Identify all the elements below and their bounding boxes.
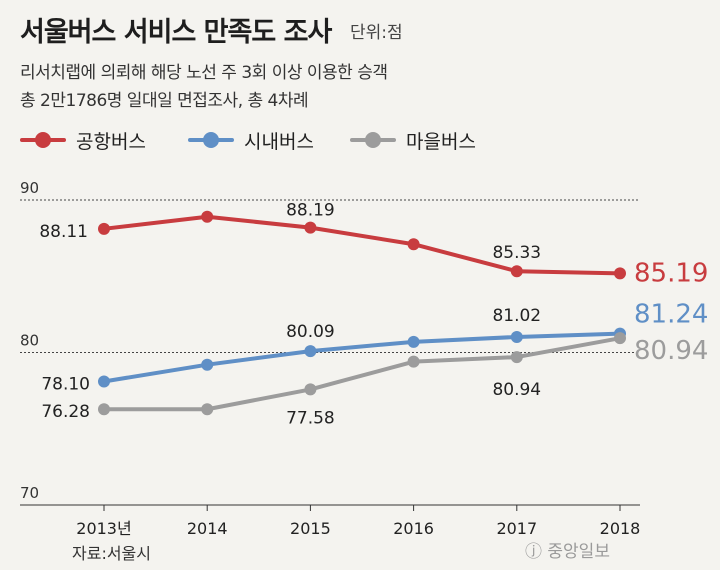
series-line-2 xyxy=(102,336,622,412)
data-label-s0-5: 85.19 xyxy=(634,258,708,288)
legend-dot-city-bus xyxy=(203,132,219,148)
logo-text: 중앙일보 xyxy=(547,542,610,562)
legend-label-village-bus: 마을버스 xyxy=(406,131,476,153)
data-point-s0-0 xyxy=(98,222,110,235)
data-point-s2-4 xyxy=(510,351,523,364)
series-line-1 xyxy=(102,331,622,384)
data-point-s2-0 xyxy=(98,403,110,416)
data-label-s2-0: 76.28 xyxy=(41,402,90,422)
x-tick-label-0: 2013년 xyxy=(76,519,131,538)
data-point-s1-2 xyxy=(304,345,317,358)
data-point-s1-1 xyxy=(201,358,214,371)
data-label-s2-4: 80.94 xyxy=(492,380,541,400)
data-point-s1-3 xyxy=(407,335,420,348)
x-tick-label-5: 2018 xyxy=(600,519,641,538)
data-point-s1-0 xyxy=(98,375,110,388)
data-label-s0-0: 88.11 xyxy=(39,222,88,242)
data-label-s1-5: 81.24 xyxy=(634,300,708,330)
publisher-logo: ⓙ 중앙일보 xyxy=(525,537,610,562)
data-point-s2-3 xyxy=(407,355,420,368)
x-tick-label-2: 2015 xyxy=(290,519,331,538)
data-point-s0-3 xyxy=(407,238,420,251)
data-point-s2-2 xyxy=(304,383,317,396)
y-tick-label-90: 90 xyxy=(20,179,39,197)
logo-mark-icon: ⓙ xyxy=(525,542,542,562)
x-tick-label-4: 2017 xyxy=(496,519,537,538)
data-point-s2-1 xyxy=(201,403,214,416)
y-tick-label-80: 80 xyxy=(20,332,39,350)
subtitle-line-2: 총 2만1786명 일대일 면접조사, 총 4차례 xyxy=(20,91,309,111)
x-tick-label-1: 2014 xyxy=(187,519,228,538)
source-note: 자료:서울시 xyxy=(72,544,151,563)
data-label-s0-4: 85.33 xyxy=(492,243,541,263)
data-label-s1-4: 81.02 xyxy=(492,306,541,326)
x-tick-label-3: 2016 xyxy=(393,519,434,538)
legend-label-airport-bus: 공항버스 xyxy=(76,131,146,153)
page-title: 서울버스 서비스 만족도 조사 xyxy=(20,17,332,48)
y-tick-label-70: 70 xyxy=(20,484,39,502)
series-line-0 xyxy=(102,214,622,276)
legend-dot-village-bus xyxy=(365,132,381,148)
data-label-s1-2: 80.09 xyxy=(286,322,335,342)
data-point-s0-5 xyxy=(614,267,626,280)
data-label-s2-5: 80.94 xyxy=(634,336,708,366)
data-point-s0-4 xyxy=(510,265,523,278)
unit-label: 단위:점 xyxy=(350,23,403,43)
data-label-s1-0: 78.10 xyxy=(41,374,90,394)
legend-dot-airport-bus xyxy=(35,132,51,148)
data-point-s1-4 xyxy=(510,330,523,343)
data-label-s0-2: 88.19 xyxy=(286,201,335,221)
legend-label-city-bus: 시내버스 xyxy=(244,131,314,153)
data-point-s2-5 xyxy=(614,332,626,345)
subtitle-line-1: 리서치랩에 의뢰해 해당 노선 주 3회 이상 이용한 승객 xyxy=(20,63,388,83)
data-label-s2-2: 77.58 xyxy=(286,408,335,428)
data-point-s0-1 xyxy=(201,210,214,223)
data-point-s0-2 xyxy=(304,221,317,234)
